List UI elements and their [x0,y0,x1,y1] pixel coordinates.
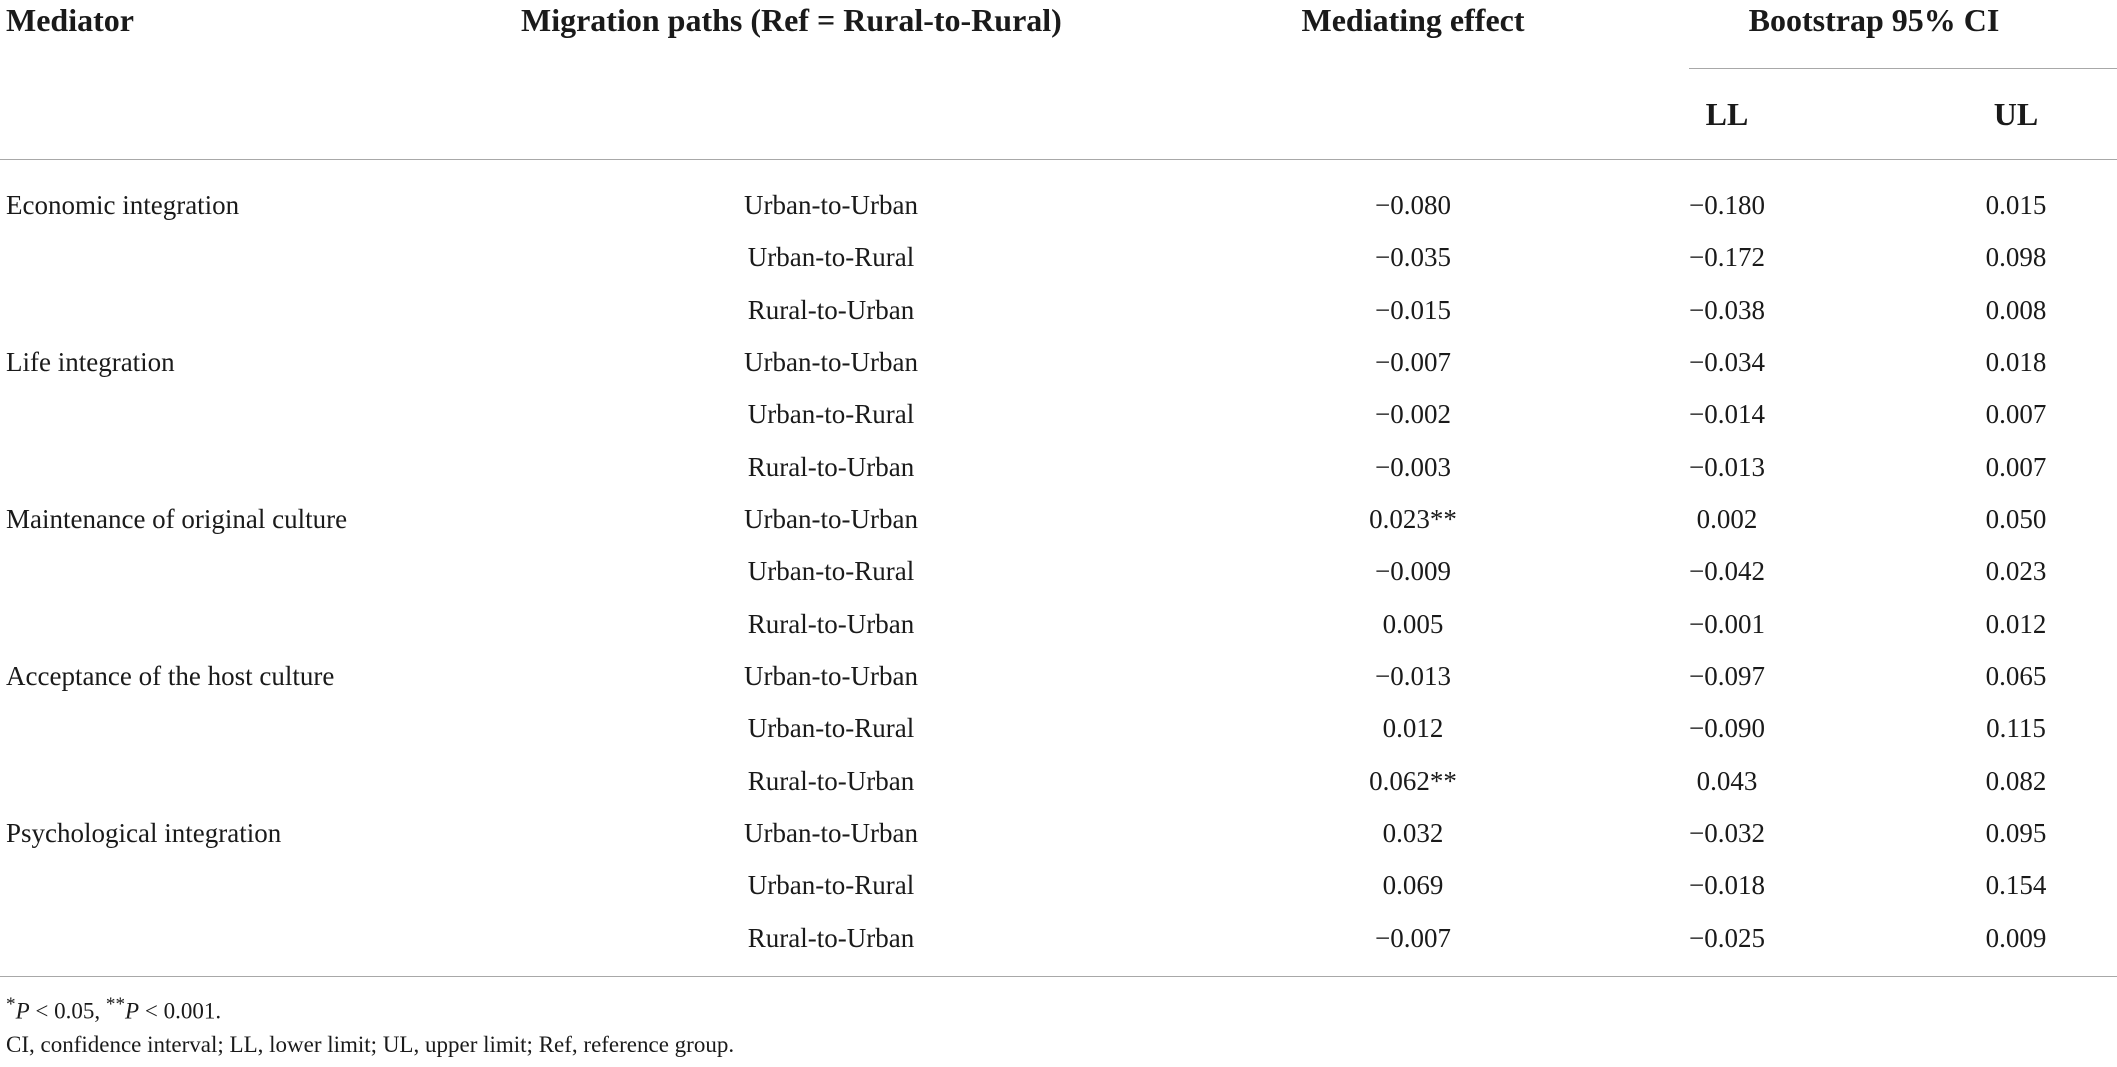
cell-ul: 0.012 [1985,609,2047,639]
cell-effect: 0.012 [1382,713,1444,743]
cell-ll: −0.018 [1689,870,1765,900]
cell-ul: 0.015 [1985,190,2047,220]
cell-ll: −0.038 [1689,295,1765,325]
cell-ll: −0.014 [1689,399,1765,429]
cell-ul: 0.095 [1985,818,2047,848]
cell-path: Urban-to-Urban [744,818,918,848]
cell-effect: −0.007 [1375,347,1451,377]
cell-ul: 0.007 [1985,452,2047,482]
header-migration-paths: Migration paths (Ref = Rural-to-Rural) [521,2,1062,38]
cell-path: Urban-to-Urban [744,504,918,534]
header-mediator: Mediator [6,2,134,38]
cell-mediator: Economic integration [6,190,240,220]
cell-ll: −0.013 [1689,452,1765,482]
cell-ll: −0.034 [1689,347,1765,377]
cell-ll: −0.180 [1689,190,1765,220]
cell-effect: −0.007 [1375,923,1451,953]
cell-effect: −0.013 [1375,661,1451,691]
cell-ll: −0.001 [1689,609,1765,639]
table-bottom-rule [0,976,2117,977]
cell-effect: −0.003 [1375,452,1451,482]
cell-path: Urban-to-Rural [747,870,915,900]
cell-effect: 0.023** [1369,504,1457,534]
cell-effect: 0.069 [1382,870,1444,900]
cell-path: Urban-to-Rural [747,242,915,272]
cell-path: Urban-to-Urban [744,347,918,377]
header-ul: UL [1993,96,2039,132]
cell-path: Rural-to-Urban [747,609,915,639]
header-bottom-rule [0,159,2117,160]
cell-ul: 0.007 [1985,399,2047,429]
cell-path: Urban-to-Urban [744,661,918,691]
cell-path: Urban-to-Rural [747,556,915,586]
header-ll: LL [1705,96,1749,132]
cell-effect: 0.005 [1382,609,1444,639]
cell-effect: −0.002 [1375,399,1451,429]
cell-effect: 0.032 [1382,818,1444,848]
cell-mediator: Maintenance of original culture [6,504,348,534]
cell-ll: −0.042 [1689,556,1765,586]
cell-mediator: Psychological integration [6,818,282,848]
cell-ul: 0.098 [1985,242,2047,272]
cell-ul: 0.009 [1985,923,2047,953]
cell-ul: 0.023 [1985,556,2047,586]
cell-path: Rural-to-Urban [747,295,915,325]
cell-ul: 0.050 [1985,504,2047,534]
cell-ll: −0.025 [1689,923,1765,953]
cell-ul: 0.008 [1985,295,2047,325]
cell-effect: −0.015 [1375,295,1451,325]
ci-header-rule [1689,68,2117,69]
cell-mediator: Life integration [6,347,175,377]
cell-ul: 0.065 [1985,661,2047,691]
cell-effect: −0.080 [1375,190,1451,220]
cell-ul: 0.082 [1985,766,2047,796]
header-mediating-effect: Mediating effect [1301,2,1525,38]
cell-ul: 0.115 [1986,713,2046,743]
footnote-significance: *P < 0.05, **P < 0.001. [6,994,222,1024]
cell-ll: −0.097 [1689,661,1765,691]
cell-path: Urban-to-Urban [744,190,918,220]
cell-mediator: Acceptance of the host culture [6,661,335,691]
header-bootstrap-ci: Bootstrap 95% CI [1748,2,2000,38]
cell-ll: 0.043 [1696,766,1758,796]
cell-ll: −0.090 [1689,713,1765,743]
cell-path: Rural-to-Urban [747,766,915,796]
cell-effect: −0.035 [1375,242,1451,272]
cell-path: Urban-to-Rural [747,399,915,429]
cell-effect: −0.009 [1375,556,1451,586]
cell-ul: 0.018 [1985,347,2047,377]
cell-ll: −0.172 [1689,242,1765,272]
footnote-abbreviations: CI, confidence interval; LL, lower limit… [6,1032,735,1057]
cell-ul: 0.154 [1985,870,2047,900]
cell-ll: 0.002 [1696,504,1758,534]
cell-effect: 0.062** [1369,766,1457,796]
cell-ll: −0.032 [1689,818,1765,848]
cell-path: Rural-to-Urban [747,452,915,482]
cell-path: Urban-to-Rural [747,713,915,743]
cell-path: Rural-to-Urban [747,923,915,953]
